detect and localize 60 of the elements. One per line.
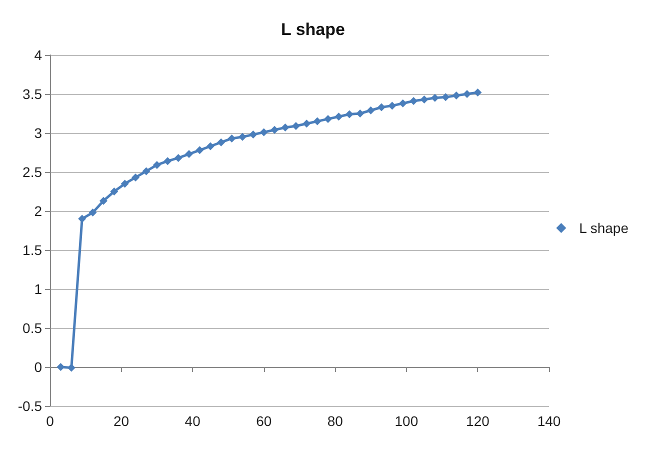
- point: [174, 154, 182, 162]
- point: [260, 128, 268, 136]
- chart-title: L shape: [281, 20, 345, 39]
- point: [120, 180, 129, 188]
- x-tick-label: 20: [113, 413, 130, 429]
- point: [313, 117, 322, 126]
- point: [334, 112, 343, 121]
- point: [78, 214, 86, 223]
- y-tick-label: 3.5: [22, 86, 42, 102]
- point: [249, 130, 258, 139]
- point: [217, 138, 226, 146]
- point: [88, 208, 97, 217]
- point: [110, 188, 118, 196]
- y-tick-label: 3: [34, 125, 42, 141]
- point: [142, 167, 150, 176]
- point: [366, 106, 375, 114]
- point: [452, 92, 460, 100]
- legend-label: L shape: [579, 220, 629, 236]
- point: [270, 126, 279, 134]
- point: [324, 114, 332, 123]
- point: [228, 134, 236, 142]
- point: [281, 124, 290, 132]
- point: [302, 120, 311, 128]
- y-tick-label: 2.5: [22, 164, 42, 180]
- point: [463, 90, 472, 98]
- point: [430, 94, 439, 102]
- point: [99, 196, 108, 205]
- point: [345, 110, 354, 118]
- point: [67, 364, 76, 372]
- y-tick-label: -0.5: [18, 398, 42, 414]
- point: [164, 157, 172, 166]
- point: [196, 146, 204, 154]
- point: [420, 95, 428, 104]
- point: [442, 93, 450, 102]
- y-tick-label: 1.5: [22, 242, 42, 258]
- point: [377, 103, 386, 112]
- y-tick-label: 4: [34, 47, 42, 63]
- y-tick-label: 0.5: [22, 320, 42, 336]
- x-tick-label: 40: [184, 413, 201, 429]
- y-tick-label: 2: [34, 203, 42, 219]
- x-tick-label: 80: [327, 413, 344, 429]
- point: [56, 363, 65, 371]
- point: [410, 97, 418, 106]
- point: [356, 110, 364, 118]
- point: [185, 150, 194, 158]
- point: [388, 102, 396, 110]
- x-tick-label: 100: [394, 413, 418, 429]
- x-tick-label: 120: [466, 413, 490, 429]
- point: [132, 173, 140, 182]
- point: [292, 122, 300, 130]
- point: [474, 88, 482, 96]
- y-tick-label: 0: [34, 359, 42, 375]
- point: [152, 160, 161, 169]
- point: [398, 99, 407, 108]
- x-tick-label: 140: [537, 413, 561, 429]
- y-tick-label: 1: [34, 281, 42, 297]
- x-tick-label: 60: [256, 413, 272, 429]
- point: [238, 132, 246, 141]
- x-tick-label: 0: [46, 413, 54, 429]
- point: [206, 142, 214, 150]
